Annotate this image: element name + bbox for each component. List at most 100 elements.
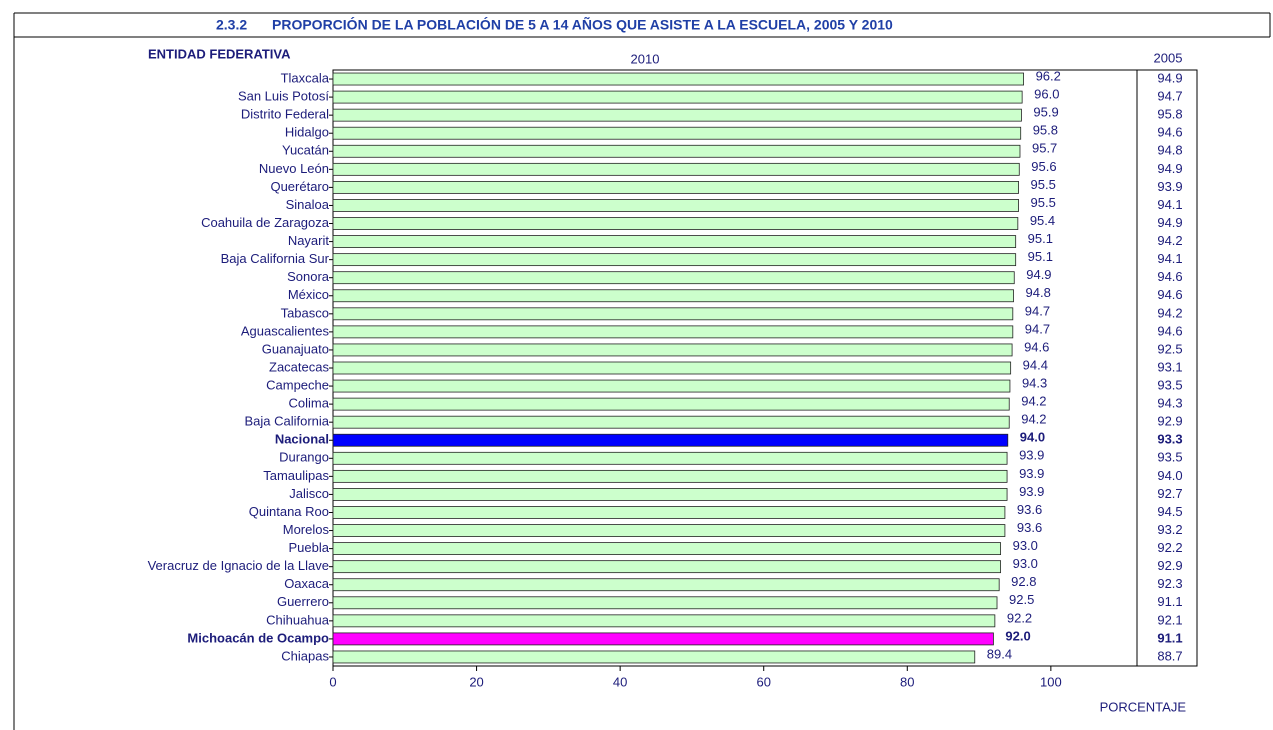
bar — [332, 451, 1008, 465]
bar — [332, 180, 1019, 194]
value-label: 95.6 — [1031, 159, 1056, 174]
bar — [332, 217, 1019, 230]
bar — [332, 253, 1017, 267]
bar — [332, 632, 994, 646]
value-label: 94.3 — [1022, 375, 1047, 390]
column-value: 94.9 — [1157, 70, 1182, 85]
column-value: 94.6 — [1157, 287, 1182, 302]
value-label: 93.0 — [1013, 538, 1038, 553]
bar — [332, 433, 1009, 447]
bar — [332, 199, 1019, 212]
column-value: 92.7 — [1157, 486, 1182, 501]
category-label: México — [288, 287, 329, 302]
category-label: Baja California Sur — [221, 251, 330, 266]
category-label: Quintana Roo — [249, 504, 329, 519]
value-label: 92.2 — [1007, 610, 1032, 625]
column-value: 94.2 — [1157, 233, 1182, 248]
category-label: Guanajuato — [262, 341, 329, 356]
value-label: 95.5 — [1031, 177, 1056, 192]
value-label: 94.4 — [1023, 357, 1048, 372]
value-label: 93.9 — [1019, 448, 1044, 463]
x-tick-label: 60 — [756, 674, 770, 689]
value-label: 94.7 — [1025, 321, 1050, 336]
bar — [332, 397, 1010, 411]
column-value: 92.2 — [1157, 540, 1182, 555]
bar — [332, 506, 1006, 519]
bar — [332, 72, 1024, 86]
category-header: ENTIDAD FEDERATIVA — [148, 46, 291, 61]
category-label: Puebla — [289, 540, 330, 555]
value-label: 95.1 — [1028, 231, 1053, 246]
bar — [332, 271, 1015, 285]
column-value: 92.9 — [1157, 558, 1182, 573]
x-tick-label: 20 — [469, 674, 483, 689]
value-label: 94.0 — [1020, 430, 1045, 445]
value-label: 93.6 — [1017, 520, 1042, 535]
category-label: Tamaulipas — [263, 468, 329, 483]
category-label: San Luis Potosí — [238, 89, 329, 104]
column-value: 94.1 — [1157, 251, 1182, 266]
chart-title: PROPORCIÓN DE LA POBLACIÓN DE 5 A 14 AÑO… — [272, 16, 893, 33]
column-value: 93.5 — [1157, 450, 1182, 465]
bar — [332, 144, 1021, 158]
bar — [332, 108, 1022, 122]
category-label: Yucatán — [282, 143, 329, 158]
category-label: Zacatecas — [269, 359, 329, 374]
category-label: Veracruz de Ignacio de la Llave — [148, 558, 329, 573]
bar — [332, 650, 976, 664]
series-header: 2010 — [631, 51, 660, 66]
category-label: Jalisco — [289, 486, 329, 501]
category-label: Nacional — [275, 432, 329, 447]
value-label: 94.2 — [1021, 394, 1046, 409]
column-value: 93.9 — [1157, 179, 1182, 194]
value-label: 95.4 — [1030, 213, 1055, 228]
bar — [332, 415, 1010, 429]
column-value: 92.5 — [1157, 341, 1182, 356]
value-label: 96.2 — [1036, 68, 1061, 83]
value-label: 94.2 — [1021, 412, 1046, 427]
bar — [332, 578, 1000, 592]
value-label: 95.9 — [1033, 105, 1058, 120]
category-label: Colima — [289, 396, 330, 411]
category-label: Guerrero — [277, 594, 329, 609]
value-label: 95.8 — [1033, 123, 1058, 138]
bar — [332, 596, 998, 610]
category-label: Aguascalientes — [241, 323, 330, 338]
x-axis-label: PORCENTAJE — [1100, 699, 1187, 714]
x-tick-label: 100 — [1040, 674, 1062, 689]
column-value: 94.2 — [1157, 305, 1182, 320]
category-label: Campeche — [266, 377, 329, 392]
column-value: 88.7 — [1157, 648, 1182, 663]
column-value: 94.5 — [1157, 504, 1182, 519]
bar — [332, 90, 1023, 104]
bar — [332, 614, 996, 628]
value-label: 95.5 — [1031, 195, 1056, 210]
value-label: 92.0 — [1005, 628, 1030, 643]
bar — [332, 379, 1011, 393]
bar — [332, 307, 1014, 321]
column-value: 94.6 — [1157, 125, 1182, 140]
category-label: Distrito Federal — [241, 107, 329, 122]
column-value: 92.1 — [1157, 612, 1182, 627]
bar — [332, 488, 1008, 501]
value-label: 95.7 — [1032, 141, 1057, 156]
bar — [332, 162, 1020, 176]
category-label: Durango — [279, 450, 329, 465]
column-value: 94.9 — [1157, 161, 1182, 176]
value-label: 92.8 — [1011, 574, 1036, 589]
category-label: Tabasco — [281, 305, 329, 320]
column-value: 93.1 — [1157, 359, 1182, 374]
column-value: 92.3 — [1157, 576, 1182, 591]
column-value: 93.3 — [1157, 432, 1182, 447]
category-label: Baja California — [244, 414, 329, 429]
bar — [332, 289, 1014, 303]
bar — [332, 126, 1022, 140]
bar — [332, 542, 1002, 556]
bar — [332, 361, 1012, 375]
x-tick-label: 0 — [329, 674, 336, 689]
column-value: 93.5 — [1157, 377, 1182, 392]
category-label: Morelos — [283, 522, 330, 537]
category-label: Hidalgo — [285, 125, 329, 140]
category-label: Coahuila de Zaragoza — [201, 215, 330, 230]
column-value: 94.9 — [1157, 215, 1182, 230]
